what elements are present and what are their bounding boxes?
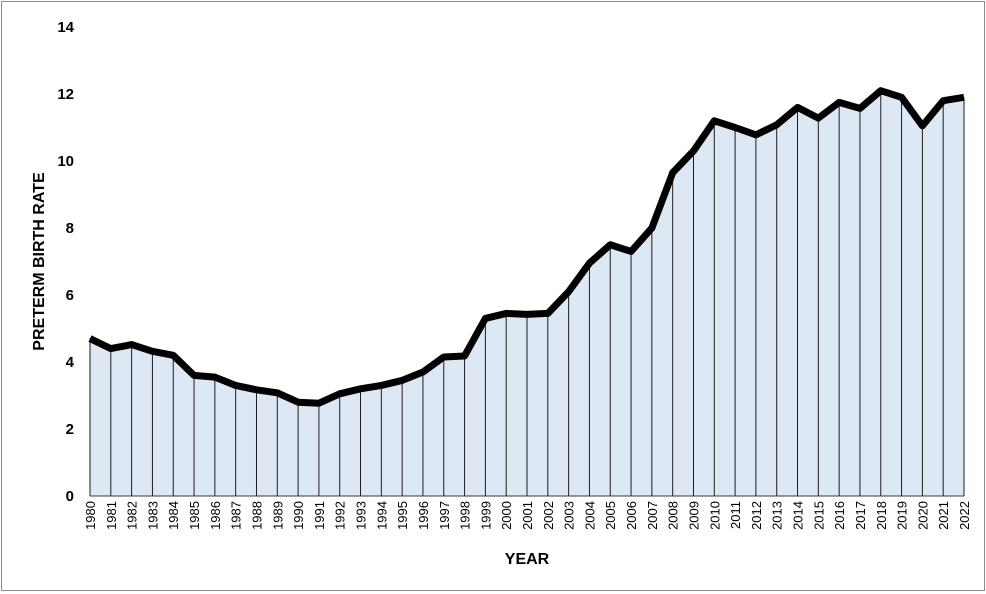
x-tick-label: 1994 [374, 501, 389, 530]
x-tick-label: 2008 [666, 501, 681, 530]
y-tick-label: 0 [66, 488, 74, 505]
x-tick-label: 1988 [249, 501, 264, 530]
x-tick-label: 2000 [499, 501, 514, 530]
x-tick-label: 1990 [291, 501, 306, 530]
x-tick-label: 2021 [936, 501, 951, 530]
x-tick-label: 1995 [395, 501, 410, 530]
x-tick-label: 2005 [603, 501, 618, 530]
x-tick-label: 1991 [312, 501, 327, 530]
x-tick-label: 1989 [270, 501, 285, 530]
y-tick-label: 2 [66, 421, 74, 438]
x-tick-label: 2022 [957, 501, 972, 530]
x-tick-label: 1982 [125, 501, 140, 530]
x-tick-label: 2003 [562, 501, 577, 530]
y-tick-label: 4 [66, 354, 75, 371]
x-tick-label: 1997 [437, 501, 452, 530]
x-tick-label: 2006 [624, 501, 639, 530]
x-tick-label: 2002 [541, 501, 556, 530]
x-tick-label: 1981 [104, 501, 119, 530]
x-tick-label: 1983 [145, 501, 160, 530]
x-tick-label: 1985 [187, 501, 202, 530]
x-tick-label: 2020 [915, 501, 930, 530]
x-tick-label: 1984 [166, 501, 181, 530]
x-tick-label: 2007 [645, 501, 660, 530]
y-tick-label: 14 [57, 19, 74, 36]
x-tick-label: 2012 [749, 501, 764, 530]
x-tick-label: 2016 [832, 501, 847, 530]
x-tick-label: 1987 [229, 501, 244, 530]
x-tick-label: 2010 [707, 501, 722, 530]
series-line [88, 87, 965, 407]
x-axis-title: YEAR [505, 551, 550, 568]
x-tick-label: 2001 [520, 501, 535, 530]
x-tick-label: 2004 [582, 501, 597, 530]
y-tick-label: 6 [66, 287, 74, 304]
y-tick-label: 8 [66, 220, 74, 237]
x-tick-label: 1986 [208, 501, 223, 530]
y-tick-label: 12 [57, 86, 74, 103]
x-tick-label: 1996 [416, 501, 431, 530]
x-tick-label: 1980 [83, 501, 98, 530]
x-tick-label: 1992 [333, 501, 348, 530]
y-axis-title: PRETERM BIRTH RATE [31, 172, 48, 351]
x-tick-label: 1998 [458, 501, 473, 530]
y-tick-label: 10 [57, 153, 74, 170]
x-tick-label: 1999 [478, 501, 493, 530]
x-tick-label: 2011 [728, 501, 743, 529]
y-axis-ticks: 0 2 4 6 8 10 12 14 [57, 19, 74, 505]
x-tick-label: 2019 [895, 501, 910, 530]
x-tick-label: 2017 [853, 501, 868, 530]
x-tick-label: 2013 [770, 501, 785, 530]
x-tick-label: 2018 [874, 501, 889, 530]
x-tick-label: 2009 [686, 501, 701, 530]
plot-area-above-line [90, 27, 964, 404]
x-tick-label: 2015 [811, 501, 826, 530]
x-axis-ticks: 1980 1981 1982 1983 1984 1985 1986 1987 1988 1989… [83, 501, 972, 530]
drop-lines [89, 90, 965, 496]
x-tick-label: 2014 [791, 501, 806, 530]
x-tick-label: 1993 [354, 501, 369, 530]
